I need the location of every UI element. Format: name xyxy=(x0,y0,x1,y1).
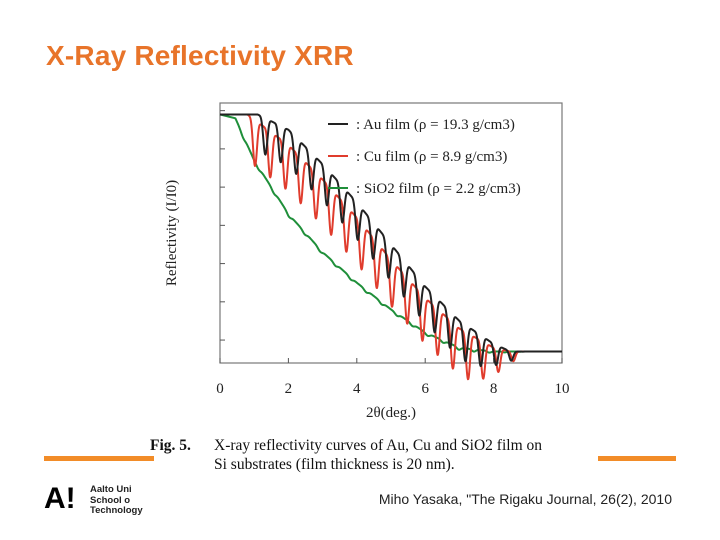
legend-entry-2: : SiO2 film (ρ = 2.2 g/cm3) xyxy=(356,181,521,197)
series-line-0 xyxy=(219,113,563,368)
series-line-2 xyxy=(219,113,563,354)
y-axis-label: Reflectivity (I/I0) xyxy=(164,180,180,286)
logo-mark: A! xyxy=(44,482,76,515)
figure-caption: Fig. 5. X-ray reflectivity curves of Au, … xyxy=(150,436,590,474)
caption-line-1: Fig. 5. X-ray reflectivity curves of Au, … xyxy=(150,436,590,455)
caption-text-1: X-ray reflectivity curves of Au, Cu and … xyxy=(214,437,543,454)
slide-title: X-Ray Reflectivity XRR xyxy=(46,40,354,71)
x-tick-label: 4 xyxy=(353,381,361,397)
x-tick-label: 8 xyxy=(490,381,498,397)
accent-bar-left xyxy=(44,456,154,461)
logo-line-2: School o xyxy=(90,494,131,506)
logo-line-3: Technology xyxy=(90,505,143,516)
x-axis-label: 2θ(deg.) xyxy=(366,405,416,421)
x-tick-label: 10 xyxy=(555,381,570,397)
accent-bar-right xyxy=(598,456,676,461)
x-tick-label: 0 xyxy=(216,381,224,397)
plot-frame xyxy=(219,102,563,364)
logo-text: Aalto Uni School o Technology xyxy=(90,484,143,517)
legend-entry-0: : Au film (ρ = 19.3 g/cm3) xyxy=(356,117,515,133)
legend-entry-1: : Cu film (ρ = 8.9 g/cm3) xyxy=(356,149,507,165)
citation: Miho Yasaka, "The Rigaku Journal, 26(2),… xyxy=(378,491,672,507)
caption-fig-label: Fig. 5. xyxy=(150,437,191,454)
x-tick-label: 6 xyxy=(421,381,429,397)
logo-line-1: Aalto Uni xyxy=(90,484,132,495)
reflectivity-chart: 0 2 4 6 8 10 2θ(deg.) Reflectivity (I/I0) : Au f… xyxy=(164,102,570,421)
caption-text-2: Si substrates (film thickness is 20 nm). xyxy=(214,456,455,473)
x-tick-label: 2 xyxy=(285,381,293,397)
